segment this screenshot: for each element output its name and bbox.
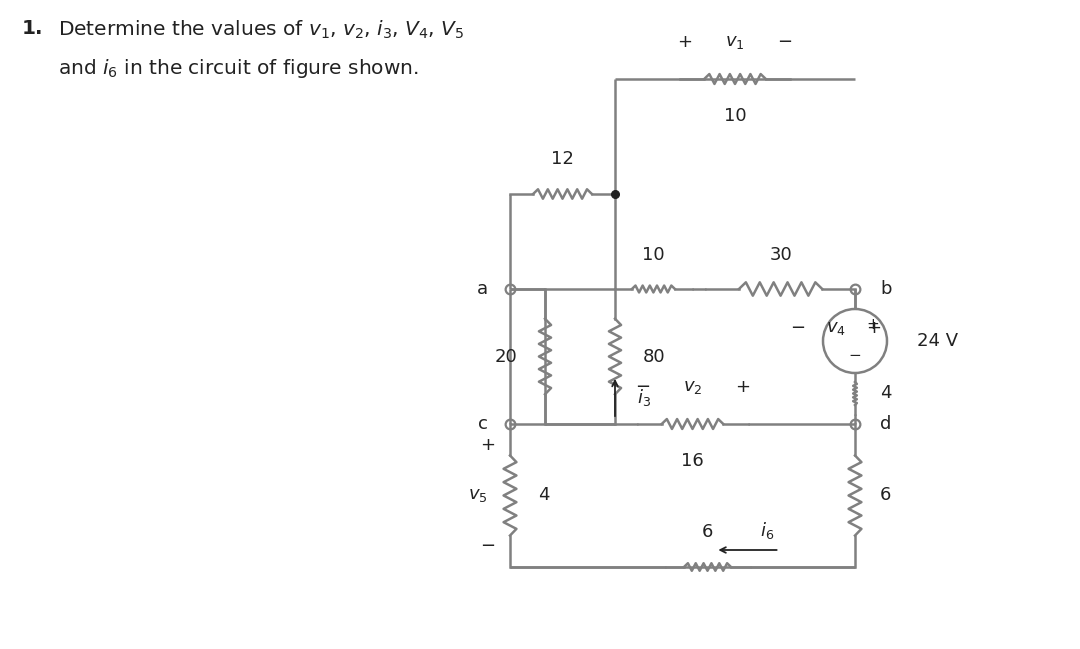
Text: −: −	[849, 348, 862, 363]
Text: −: −	[791, 319, 806, 337]
Text: 16: 16	[681, 452, 704, 470]
Text: −: −	[635, 378, 650, 396]
Text: 20: 20	[495, 347, 517, 365]
Text: $v_4$: $v_4$	[825, 319, 846, 337]
Text: +: +	[735, 378, 750, 396]
Text: 1.: 1.	[22, 19, 43, 38]
Text: $i_6$: $i_6$	[759, 520, 773, 541]
Text: 10: 10	[643, 246, 664, 264]
Text: −: −	[481, 537, 496, 554]
Text: Determine the values of $v_1$, $v_2$, $i_3$, $V_4$, $V_5$: Determine the values of $v_1$, $v_2$, $i…	[58, 19, 464, 42]
Text: 24 V: 24 V	[917, 332, 958, 350]
Text: $v_5$: $v_5$	[469, 487, 488, 504]
Text: 6: 6	[702, 523, 713, 541]
Text: a: a	[477, 280, 488, 298]
Text: 12: 12	[551, 150, 573, 168]
Text: and $i_6$ in the circuit of figure shown.: and $i_6$ in the circuit of figure shown…	[58, 57, 419, 80]
Text: b: b	[880, 280, 891, 298]
Text: +: +	[866, 319, 881, 337]
Text: 10: 10	[724, 107, 746, 125]
Text: 4: 4	[880, 384, 891, 402]
Text: +: +	[677, 33, 692, 51]
Text: d: d	[880, 415, 891, 433]
Text: $v_2$: $v_2$	[683, 378, 702, 396]
Text: 30: 30	[769, 246, 792, 264]
Text: +: +	[866, 317, 879, 332]
Text: 80: 80	[643, 347, 665, 365]
Text: c: c	[478, 415, 488, 433]
Text: +: +	[481, 437, 496, 454]
Text: −: −	[778, 33, 793, 51]
Text: 4: 4	[538, 487, 550, 504]
Text: 6: 6	[880, 487, 891, 504]
Text: $v_1$: $v_1$	[726, 33, 745, 51]
Text: $i_3$: $i_3$	[637, 387, 651, 408]
